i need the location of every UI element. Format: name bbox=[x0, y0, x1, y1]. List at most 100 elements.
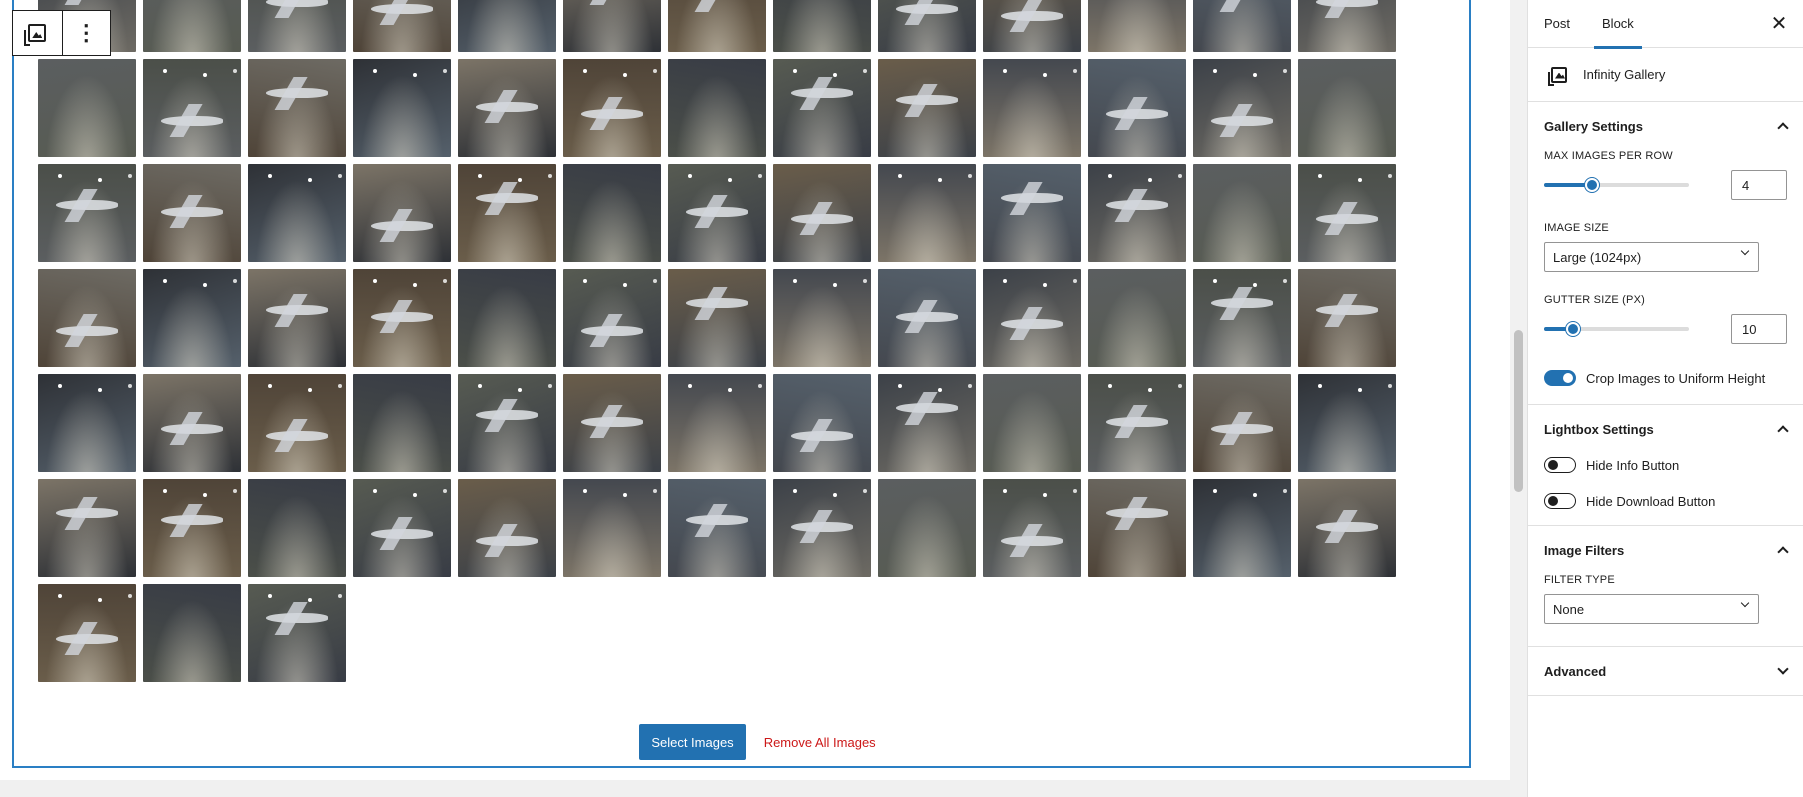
scrollbar-thumb[interactable] bbox=[1514, 330, 1523, 492]
max-images-slider[interactable] bbox=[1544, 178, 1689, 192]
tab-block[interactable]: Block bbox=[1586, 0, 1650, 49]
gallery-image-72[interactable] bbox=[668, 479, 766, 577]
gallery-image-62[interactable] bbox=[983, 374, 1081, 472]
filter-type-select[interactable]: None bbox=[1544, 594, 1759, 624]
gallery-image-19[interactable] bbox=[563, 59, 661, 157]
gallery-image-24[interactable] bbox=[1088, 59, 1186, 157]
gallery-image-13[interactable] bbox=[1298, 0, 1396, 52]
gallery-image-5[interactable] bbox=[458, 0, 556, 52]
gallery-image-46[interactable] bbox=[668, 269, 766, 367]
image-filters-toggle[interactable]: Image Filters bbox=[1544, 526, 1789, 574]
gallery-image-16[interactable] bbox=[248, 59, 346, 157]
gallery-image-15[interactable] bbox=[143, 59, 241, 157]
gallery-image-52[interactable] bbox=[1298, 269, 1396, 367]
tab-post[interactable]: Post bbox=[1544, 16, 1571, 31]
canvas-scrollbar[interactable] bbox=[1510, 0, 1527, 797]
gallery-image-66[interactable] bbox=[38, 479, 136, 577]
gallery-image-51[interactable] bbox=[1193, 269, 1291, 367]
gallery-block[interactable]: Select Images Remove All Images bbox=[12, 0, 1471, 768]
max-images-input[interactable]: 4 bbox=[1731, 170, 1787, 200]
gallery-image-43[interactable] bbox=[353, 269, 451, 367]
gallery-image-47[interactable] bbox=[773, 269, 871, 367]
remove-all-images-link[interactable]: Remove All Images bbox=[763, 734, 876, 750]
gallery-image-38[interactable] bbox=[1193, 164, 1291, 262]
gallery-image-80[interactable] bbox=[143, 584, 241, 682]
gallery-image-61[interactable] bbox=[878, 374, 976, 472]
gallery-image-78[interactable] bbox=[1298, 479, 1396, 577]
gallery-image-32[interactable] bbox=[563, 164, 661, 262]
gallery-image-34[interactable] bbox=[773, 164, 871, 262]
advanced-toggle[interactable]: Advanced bbox=[1544, 647, 1789, 695]
gallery-image-64[interactable] bbox=[1193, 374, 1291, 472]
gallery-image-63[interactable] bbox=[1088, 374, 1186, 472]
gallery-image-73[interactable] bbox=[773, 479, 871, 577]
gallery-image-11[interactable] bbox=[1088, 0, 1186, 52]
gallery-image-6[interactable] bbox=[563, 0, 661, 52]
slider-handle[interactable] bbox=[1584, 178, 1599, 192]
hide-info-toggle[interactable] bbox=[1544, 457, 1576, 473]
gallery-image-59[interactable] bbox=[668, 374, 766, 472]
close-icon[interactable]: ✕ bbox=[1770, 13, 1788, 35]
gallery-image-17[interactable] bbox=[353, 59, 451, 157]
gallery-image-29[interactable] bbox=[248, 164, 346, 262]
gallery-image-41[interactable] bbox=[143, 269, 241, 367]
gallery-image-67[interactable] bbox=[143, 479, 241, 577]
select-images-button[interactable]: Select Images bbox=[639, 724, 746, 760]
gallery-image-68[interactable] bbox=[248, 479, 346, 577]
gallery-image-77[interactable] bbox=[1193, 479, 1291, 577]
gallery-image-21[interactable] bbox=[773, 59, 871, 157]
gallery-image-23[interactable] bbox=[983, 59, 1081, 157]
gallery-image-33[interactable] bbox=[668, 164, 766, 262]
gallery-image-28[interactable] bbox=[143, 164, 241, 262]
gallery-image-79[interactable] bbox=[38, 584, 136, 682]
gallery-image-12[interactable] bbox=[1193, 0, 1291, 52]
gallery-image-53[interactable] bbox=[38, 374, 136, 472]
gallery-image-22[interactable] bbox=[878, 59, 976, 157]
gallery-image-10[interactable] bbox=[983, 0, 1081, 52]
gallery-image-7[interactable] bbox=[668, 0, 766, 52]
gallery-image-65[interactable] bbox=[1298, 374, 1396, 472]
gallery-image-75[interactable] bbox=[983, 479, 1081, 577]
lightbox-settings-toggle[interactable]: Lightbox Settings bbox=[1544, 405, 1789, 453]
slider-handle[interactable] bbox=[1566, 322, 1580, 336]
gallery-image-36[interactable] bbox=[983, 164, 1081, 262]
gallery-image-44[interactable] bbox=[458, 269, 556, 367]
gallery-image-81[interactable] bbox=[248, 584, 346, 682]
gallery-image-49[interactable] bbox=[983, 269, 1081, 367]
gallery-image-2[interactable] bbox=[143, 0, 241, 52]
gallery-image-50[interactable] bbox=[1088, 269, 1186, 367]
gallery-image-56[interactable] bbox=[353, 374, 451, 472]
gallery-image-37[interactable] bbox=[1088, 164, 1186, 262]
gallery-image-25[interactable] bbox=[1193, 59, 1291, 157]
gallery-image-60[interactable] bbox=[773, 374, 871, 472]
gallery-image-20[interactable] bbox=[668, 59, 766, 157]
gallery-image-57[interactable] bbox=[458, 374, 556, 472]
gallery-settings-toggle[interactable]: Gallery Settings bbox=[1544, 102, 1789, 150]
gallery-image-8[interactable] bbox=[773, 0, 871, 52]
gallery-image-71[interactable] bbox=[563, 479, 661, 577]
gallery-image-26[interactable] bbox=[1298, 59, 1396, 157]
gallery-image-4[interactable] bbox=[353, 0, 451, 52]
gallery-image-35[interactable] bbox=[878, 164, 976, 262]
block-options-button[interactable]: ⋮ bbox=[61, 11, 111, 55]
gallery-image-69[interactable] bbox=[353, 479, 451, 577]
image-size-select[interactable]: Large (1024px) bbox=[1544, 242, 1759, 272]
gallery-image-55[interactable] bbox=[248, 374, 346, 472]
gallery-image-3[interactable] bbox=[248, 0, 346, 52]
gallery-image-40[interactable] bbox=[38, 269, 136, 367]
gutter-size-slider[interactable] bbox=[1544, 322, 1689, 336]
gallery-image-9[interactable] bbox=[878, 0, 976, 52]
gallery-image-74[interactable] bbox=[878, 479, 976, 577]
gallery-image-54[interactable] bbox=[143, 374, 241, 472]
gallery-image-39[interactable] bbox=[1298, 164, 1396, 262]
gallery-image-42[interactable] bbox=[248, 269, 346, 367]
gallery-image-70[interactable] bbox=[458, 479, 556, 577]
gallery-image-30[interactable] bbox=[353, 164, 451, 262]
gallery-image-31[interactable] bbox=[458, 164, 556, 262]
gutter-size-input[interactable]: 10 bbox=[1731, 314, 1787, 344]
gallery-image-76[interactable] bbox=[1088, 479, 1186, 577]
gallery-image-48[interactable] bbox=[878, 269, 976, 367]
gallery-image-14[interactable] bbox=[38, 59, 136, 157]
gallery-image-45[interactable] bbox=[563, 269, 661, 367]
gallery-image-18[interactable] bbox=[458, 59, 556, 157]
